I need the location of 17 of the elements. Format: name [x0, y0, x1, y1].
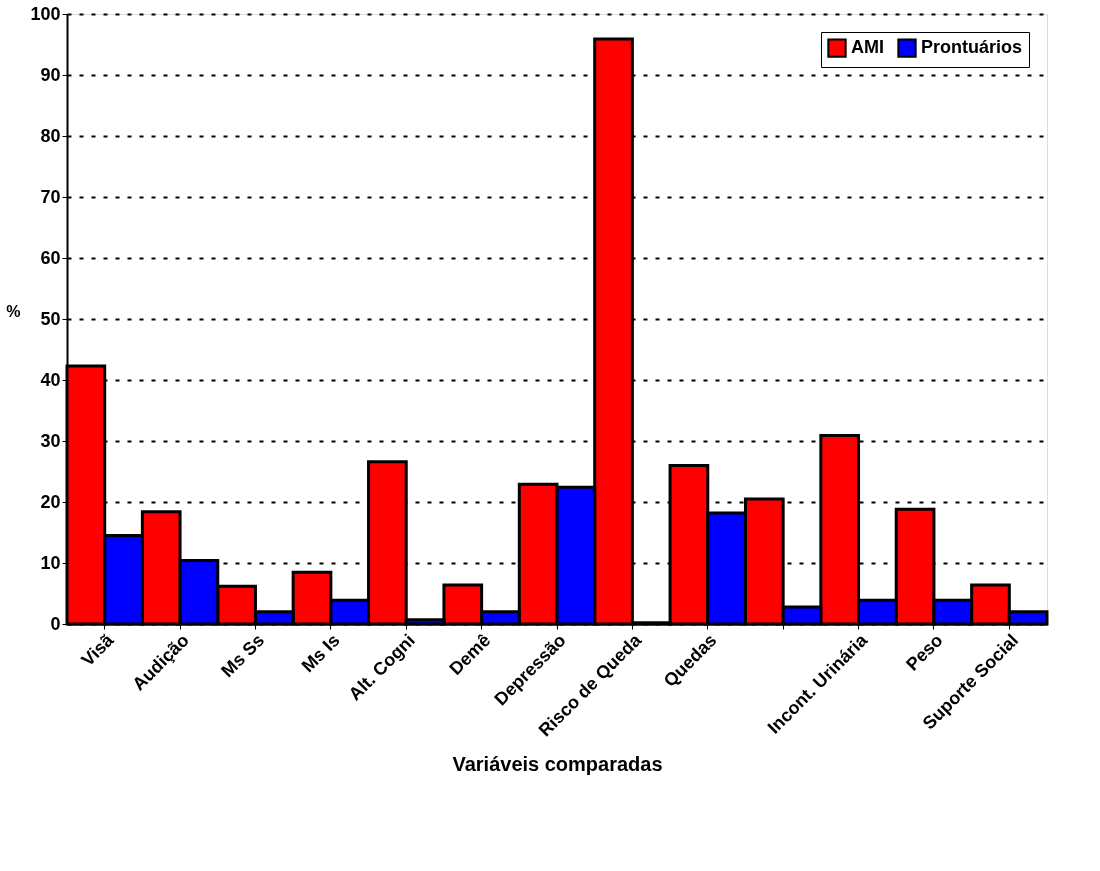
y-tick-label: 40	[40, 369, 61, 390]
y-axis-title: %	[6, 302, 21, 320]
y-tick-label: 50	[40, 308, 61, 329]
y-tick-label: 70	[40, 186, 61, 207]
x-tick-label: Ms Ss	[217, 630, 269, 682]
legend-label: AMI	[851, 37, 884, 58]
y-tick-label: 60	[40, 247, 61, 268]
y-tick-label: 90	[40, 64, 61, 85]
y-tick-label: 0	[50, 613, 61, 634]
y-tick-label: 10	[40, 552, 61, 573]
y-tick-label: 20	[40, 491, 61, 512]
x-axis-title: Variáveis comparadas	[452, 753, 663, 776]
legend-label: Prontuários	[921, 37, 1023, 58]
x-tick-label: Ms Is	[297, 630, 344, 677]
y-tick-label: 80	[40, 125, 61, 146]
y-tick-label: 100	[30, 3, 61, 24]
y-tick-label: 30	[40, 430, 61, 451]
